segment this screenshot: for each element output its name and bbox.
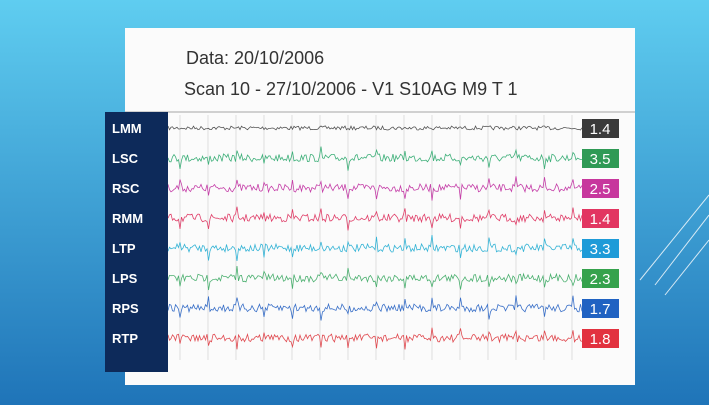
channel-value: 1.4 — [590, 121, 611, 138]
date-line: Data: 20/10/2006 — [186, 48, 324, 68]
channel-label: LMM — [112, 121, 142, 136]
channel-label: RPS — [112, 301, 139, 316]
page: Data: 20/10/2006 Scan 10 - 27/10/2006 - … — [0, 0, 709, 405]
channel-value: 3.5 — [590, 151, 611, 168]
channel-label: RMM — [112, 211, 143, 226]
slide: Data: 20/10/2006 Scan 10 - 27/10/2006 - … — [0, 0, 709, 405]
scan-line: Scan 10 - 27/10/2006 - V1 S10AG M9 T 1 — [184, 79, 518, 99]
channel-value: 1.8 — [590, 331, 611, 348]
channel-label: LSC — [112, 151, 139, 166]
channel-label: LPS — [112, 271, 138, 286]
channel-label: LTP — [112, 241, 136, 256]
channel-label: RSC — [112, 181, 140, 196]
channel-value: 1.7 — [590, 301, 611, 318]
channel-value: 2.3 — [590, 271, 611, 288]
channel-value: 2.5 — [590, 181, 611, 198]
channel-label: RTP — [112, 331, 138, 346]
channel-value: 1.4 — [590, 211, 611, 228]
channel-value: 3.3 — [590, 241, 611, 258]
